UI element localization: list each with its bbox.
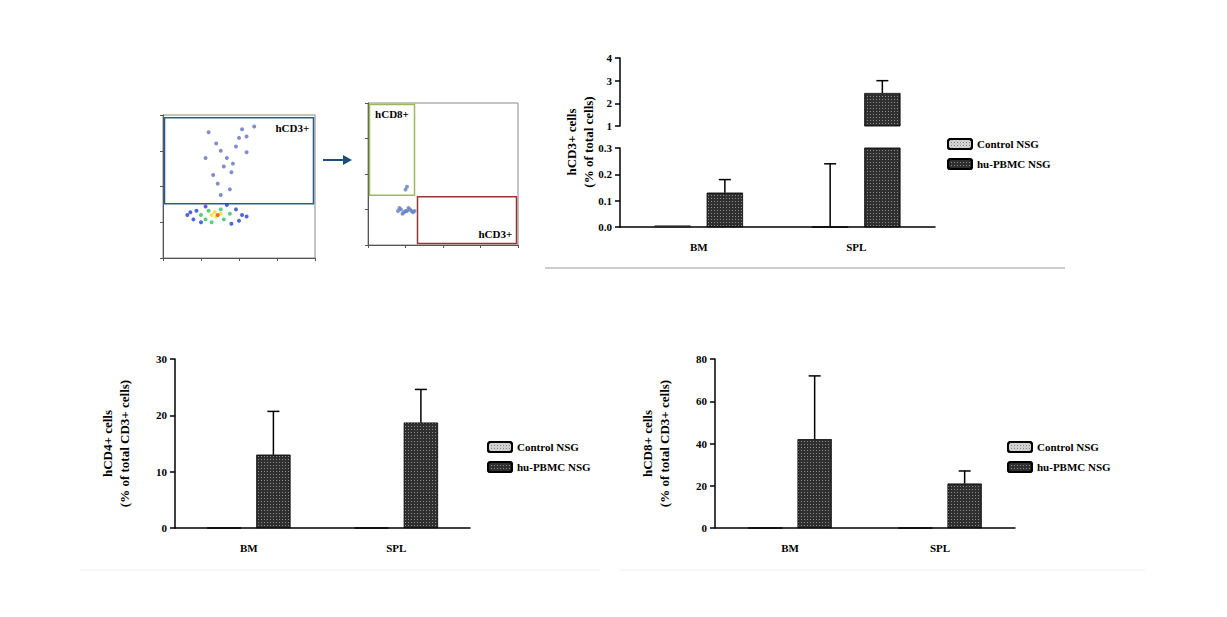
svg-text:10: 10 xyxy=(156,466,168,478)
svg-text:hu-PBMC NSG: hu-PBMC NSG xyxy=(977,158,1051,170)
svg-text:hCD8+ cells: hCD8+ cells xyxy=(640,410,655,477)
svg-text:(% of total cells): (% of total cells) xyxy=(581,96,596,187)
svg-text:1: 1 xyxy=(607,120,613,132)
svg-text:SPL: SPL xyxy=(846,241,866,253)
svg-text:40: 40 xyxy=(696,438,708,450)
svg-text:20: 20 xyxy=(696,480,708,492)
svg-text:2: 2 xyxy=(607,97,613,109)
svg-text:3: 3 xyxy=(607,75,613,87)
svg-text:hCD3+ cells: hCD3+ cells xyxy=(564,109,579,176)
svg-text:0: 0 xyxy=(162,522,168,534)
svg-text:20: 20 xyxy=(156,409,168,421)
svg-text:hCD8+: hCD8+ xyxy=(375,108,409,120)
svg-text:Control NSG: Control NSG xyxy=(977,138,1039,150)
svg-text:0.3: 0.3 xyxy=(598,142,612,154)
svg-text:BM: BM xyxy=(240,542,258,554)
svg-text:hCD3+: hCD3+ xyxy=(478,228,512,240)
svg-text:0.0: 0.0 xyxy=(598,221,612,233)
svg-text:hu-PBMC NSG: hu-PBMC NSG xyxy=(1037,461,1111,473)
svg-text:0: 0 xyxy=(702,522,708,534)
svg-text:80: 80 xyxy=(696,353,708,365)
svg-text:SPL: SPL xyxy=(930,542,950,554)
svg-text:hu-PBMC NSG: hu-PBMC NSG xyxy=(517,461,591,473)
svg-text:0.2: 0.2 xyxy=(598,168,612,180)
svg-text:BM: BM xyxy=(690,241,708,253)
svg-text:Control NSG: Control NSG xyxy=(1037,441,1099,453)
svg-text:(% of total CD3+ cells): (% of total CD3+ cells) xyxy=(657,380,672,507)
svg-text:hCD3+: hCD3+ xyxy=(275,122,309,134)
svg-text:60: 60 xyxy=(696,395,708,407)
svg-text:30: 30 xyxy=(156,353,168,365)
svg-text:4: 4 xyxy=(607,52,613,64)
svg-text:Control NSG: Control NSG xyxy=(517,441,579,453)
svg-text:BM: BM xyxy=(781,542,799,554)
svg-text:(% of total CD3+ cells): (% of total CD3+ cells) xyxy=(117,380,132,507)
svg-text:SPL: SPL xyxy=(386,542,406,554)
svg-text:hCD4+ cells: hCD4+ cells xyxy=(100,410,115,477)
svg-text:0.1: 0.1 xyxy=(598,195,612,207)
